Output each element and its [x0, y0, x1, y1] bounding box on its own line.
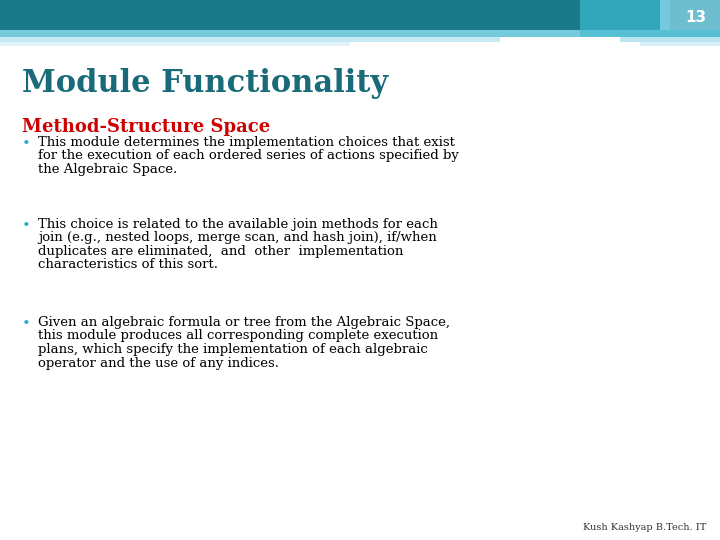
Text: for the execution of each ordered series of actions specified by: for the execution of each ordered series… — [38, 150, 459, 163]
Bar — [660, 0, 720, 30]
Bar — [580, 30, 720, 37]
Text: This choice is related to the available join methods for each: This choice is related to the available … — [38, 218, 438, 231]
Text: Given an algebraic formula or tree from the Algebraic Space,: Given an algebraic formula or tree from … — [38, 316, 450, 329]
Text: operator and the use of any indices.: operator and the use of any indices. — [38, 356, 279, 369]
Bar — [0, 30, 720, 37]
Text: Kush Kashyap B.Tech. IT: Kush Kashyap B.Tech. IT — [582, 523, 706, 532]
Text: Method-Structure Space: Method-Structure Space — [22, 118, 270, 136]
Text: this module produces all corresponding complete execution: this module produces all corresponding c… — [38, 329, 438, 342]
Text: plans, which specify the implementation of each algebraic: plans, which specify the implementation … — [38, 343, 428, 356]
Text: characteristics of this sort.: characteristics of this sort. — [38, 259, 218, 272]
Text: Module Functionality: Module Functionality — [22, 68, 388, 99]
Text: This module determines the implementation choices that exist: This module determines the implementatio… — [38, 136, 455, 149]
Text: join (e.g., nested loops, merge scan, and hash join), if/when: join (e.g., nested loops, merge scan, an… — [38, 232, 437, 245]
Bar — [0, 42, 350, 46]
Text: 13: 13 — [685, 10, 706, 25]
Bar — [0, 37, 500, 42]
Text: •: • — [22, 137, 31, 151]
Text: •: • — [22, 219, 31, 233]
Bar — [0, 0, 720, 30]
Bar — [620, 37, 720, 42]
Bar — [580, 0, 670, 30]
Text: duplicates are eliminated,  and  other  implementation: duplicates are eliminated, and other imp… — [38, 245, 403, 258]
Text: the Algebraic Space.: the Algebraic Space. — [38, 163, 177, 176]
Text: •: • — [22, 317, 31, 331]
Bar — [640, 42, 720, 46]
